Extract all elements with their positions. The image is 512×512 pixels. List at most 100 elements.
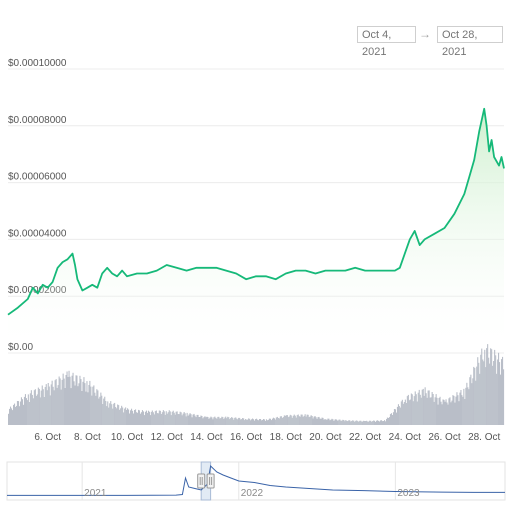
volume-bar (273, 418, 275, 425)
volume-bar (259, 419, 261, 425)
volume-bar (432, 394, 434, 425)
volume-bar (278, 418, 280, 425)
x-tick-label: 6. Oct (34, 432, 61, 443)
volume-bar (497, 359, 499, 425)
volume-bar (235, 417, 237, 425)
volume-bar (323, 419, 325, 425)
volume-bar (254, 420, 256, 425)
volume-bar (280, 416, 282, 425)
volume-bars (8, 344, 505, 425)
navigator-handle[interactable] (197, 473, 206, 489)
volume-bar (334, 419, 336, 425)
volume-bar (206, 416, 208, 425)
volume-bar (66, 371, 68, 425)
navigator[interactable]: 2021 2022 2023 (6, 461, 506, 501)
volume-bar (151, 410, 153, 425)
volume-bar (371, 421, 373, 425)
volume-bar (139, 413, 141, 425)
range-from-input[interactable]: Oct 4, 2021 (357, 26, 416, 58)
volume-bar (345, 420, 347, 425)
volume-bar (348, 420, 350, 425)
volume-bar (200, 415, 202, 425)
volume-bar (431, 392, 433, 425)
volume-bar (459, 392, 461, 425)
volume-bar (417, 392, 419, 425)
volume-bar (234, 417, 236, 425)
y-tick-label: $0.00008000 (8, 115, 67, 126)
x-tick-label: 26. Oct (428, 432, 460, 443)
volume-bar (77, 386, 79, 425)
volume-bar (370, 420, 372, 425)
volume-bar (262, 419, 264, 425)
navigator-handles[interactable] (197, 473, 215, 489)
volume-bar (29, 393, 31, 425)
volume-bar (167, 412, 169, 425)
navigator-handle[interactable] (206, 473, 215, 489)
volume-bar (429, 397, 431, 425)
volume-bar (46, 390, 48, 425)
volume-bar (396, 406, 398, 425)
volume-bar (387, 418, 389, 425)
volume-bar (9, 408, 11, 425)
volume-bar (61, 379, 63, 425)
volume-bar (496, 373, 498, 425)
volume-bar (188, 414, 190, 425)
volume-bar (186, 412, 188, 425)
volume-bar (344, 421, 346, 425)
volume-bar (366, 420, 368, 425)
volume-bar (138, 410, 140, 425)
volume-bar (502, 356, 504, 425)
volume-bar (212, 419, 214, 425)
volume-bar (176, 411, 178, 425)
volume-bar (263, 419, 265, 425)
volume-bar (489, 363, 491, 425)
volume-bar (36, 394, 38, 425)
volume-bar (361, 421, 363, 425)
volume-bar (351, 420, 353, 425)
volume-bar (495, 355, 497, 425)
volume-bar (436, 397, 438, 425)
volume-bar (409, 399, 411, 425)
volume-bar (173, 412, 175, 425)
volume-bar (373, 420, 375, 425)
volume-bar (499, 362, 501, 425)
volume-bar (113, 403, 115, 425)
navigator-year-label: 2022 (241, 488, 264, 499)
volume-bar (430, 397, 432, 425)
volume-bar (74, 385, 76, 425)
volume-bar (10, 406, 12, 425)
volume-bar (290, 415, 292, 425)
volume-bar (305, 416, 307, 425)
volume-bar (134, 410, 136, 425)
volume-bar (477, 357, 479, 425)
volume-bar (50, 384, 52, 425)
volume-bar (369, 420, 371, 425)
volume-bar (368, 421, 370, 425)
volume-bar (390, 413, 392, 425)
volume-bar (350, 421, 352, 425)
volume-bar (297, 414, 299, 425)
volume-bar (354, 421, 356, 425)
volume-bar (20, 397, 22, 425)
volume-bar (304, 414, 306, 425)
volume-bar (395, 412, 397, 425)
volume-bar (182, 413, 184, 425)
volume-bar (498, 352, 500, 425)
range-to-input[interactable]: Oct 28, 2021 (437, 26, 503, 58)
volume-bar (223, 419, 225, 425)
volume-bar (328, 418, 330, 425)
volume-bar (245, 419, 247, 425)
volume-bar (284, 415, 286, 425)
volume-bar (388, 417, 390, 425)
volume-bar (123, 412, 125, 425)
volume-bar (478, 362, 480, 425)
volume-bar (465, 387, 467, 425)
volume-bar (461, 395, 463, 425)
volume-bar (115, 407, 117, 425)
volume-bar (286, 415, 288, 425)
volume-bar (386, 419, 388, 425)
volume-bar (503, 369, 505, 425)
volume-bar (443, 399, 445, 425)
volume-bar (190, 414, 192, 425)
